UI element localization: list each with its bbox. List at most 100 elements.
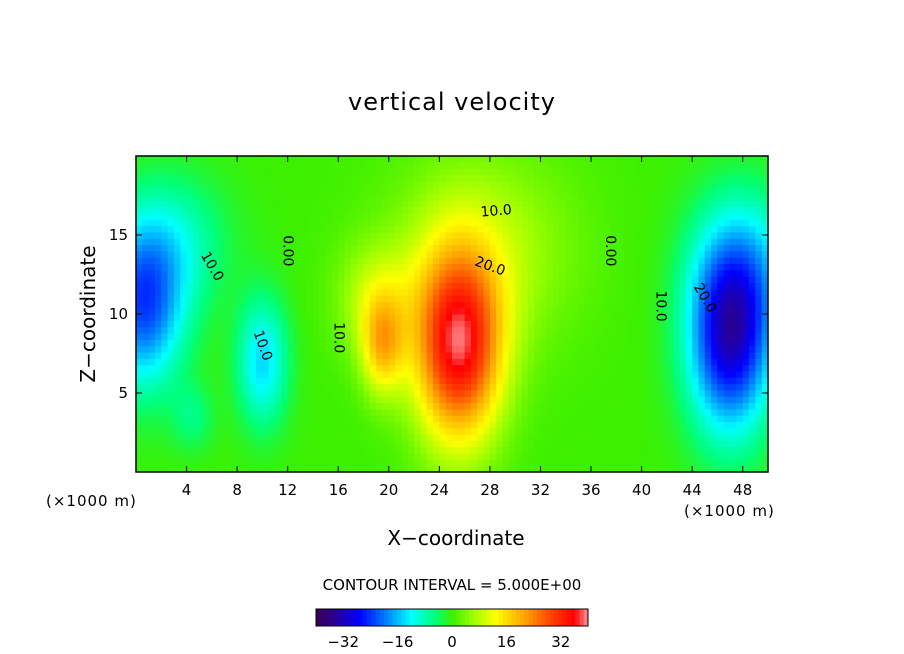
heat-cell [692,282,700,290]
heat-cell [559,168,567,176]
heat-cell [654,427,662,435]
heat-cell [401,345,409,353]
heat-cell [433,446,440,454]
heat-cell [414,307,421,315]
heat-cell [578,156,586,163]
heat-cell [331,288,339,296]
heat-cell [148,465,156,472]
heat-cell [350,301,358,309]
heat-cell [369,263,377,271]
heat-cell [572,326,579,334]
heat-cell [452,415,459,423]
heat-cell [755,174,763,182]
heat-cell [319,364,327,372]
heat-cell [262,307,270,315]
heat-cell [584,263,592,271]
heat-cell [338,162,346,170]
heat-cell [654,364,662,372]
heat-cell [350,415,358,423]
heat-cell [312,396,320,404]
heat-cell [357,295,365,302]
heat-cell [350,181,358,189]
heat-cell [262,269,270,277]
heat-cell [464,427,472,435]
heat-cell [407,402,415,410]
heat-cell [331,174,339,182]
heat-cell [584,408,592,416]
heat-cell [186,326,194,334]
heat-cell [647,225,655,233]
heat-cell [628,314,636,321]
heat-cell [666,168,674,176]
heat-cell [603,389,611,397]
heat-cell [489,225,497,233]
heat-cell [578,244,586,252]
heat-cell [294,421,301,429]
heat-cell [635,225,643,233]
heat-cell [154,364,162,372]
heat-cell [641,326,649,334]
heat-cell [173,421,181,429]
heat-cell [350,219,358,227]
heat-cell [445,156,453,163]
heat-cell [692,332,700,340]
heat-cell [192,415,200,423]
heat-cell [458,314,466,321]
heat-cell [180,295,188,302]
heat-cell [224,162,232,170]
heat-cell [508,358,516,366]
heat-cell [723,364,731,372]
heat-cell [331,320,339,328]
heat-cell [294,282,301,290]
heat-cell [388,168,396,176]
heat-cell [142,383,150,391]
heat-cell [256,446,263,454]
heat-cell [704,465,712,472]
heat-cell [698,370,706,378]
heat-cell [281,238,289,246]
heat-cell [458,453,466,460]
heat-cell [628,415,636,423]
heat-cell [458,364,466,372]
heat-cell [483,370,491,378]
heat-cell [508,257,516,265]
heat-cell [515,174,523,182]
heat-cell [433,276,440,283]
heat-cell [635,453,643,460]
heat-cell [698,193,706,201]
heat-cell [698,181,706,189]
heat-cell [256,238,263,246]
heat-cell [243,282,251,290]
heat-cell [433,421,440,429]
heat-cell [439,187,447,195]
heat-cell [559,453,567,460]
heat-cell [458,231,466,239]
heat-cell [306,263,314,271]
heat-cell [154,269,162,277]
heat-cell [654,396,662,404]
heat-cell [256,181,263,189]
heat-cell [148,358,156,366]
heat-cell [730,181,737,189]
heat-cell [363,238,371,246]
heat-cell [508,351,516,359]
heat-cell [458,168,466,176]
heat-cell [647,320,655,328]
heat-cell [192,219,200,227]
heat-cell [704,187,712,195]
heat-cell [527,465,535,472]
heat-cell [597,377,605,385]
heat-cell [275,276,282,283]
heat-cell [325,377,333,385]
heat-cell [679,156,687,163]
heat-cell [761,250,768,258]
heat-cell [483,156,491,163]
heat-cell [553,212,561,220]
heat-cell [654,200,662,208]
heat-cell [603,162,611,170]
heat-cell [445,370,453,378]
heat-cell [540,351,548,359]
heat-cell [452,421,459,429]
heat-cell [749,250,756,258]
heat-cell [673,225,681,233]
